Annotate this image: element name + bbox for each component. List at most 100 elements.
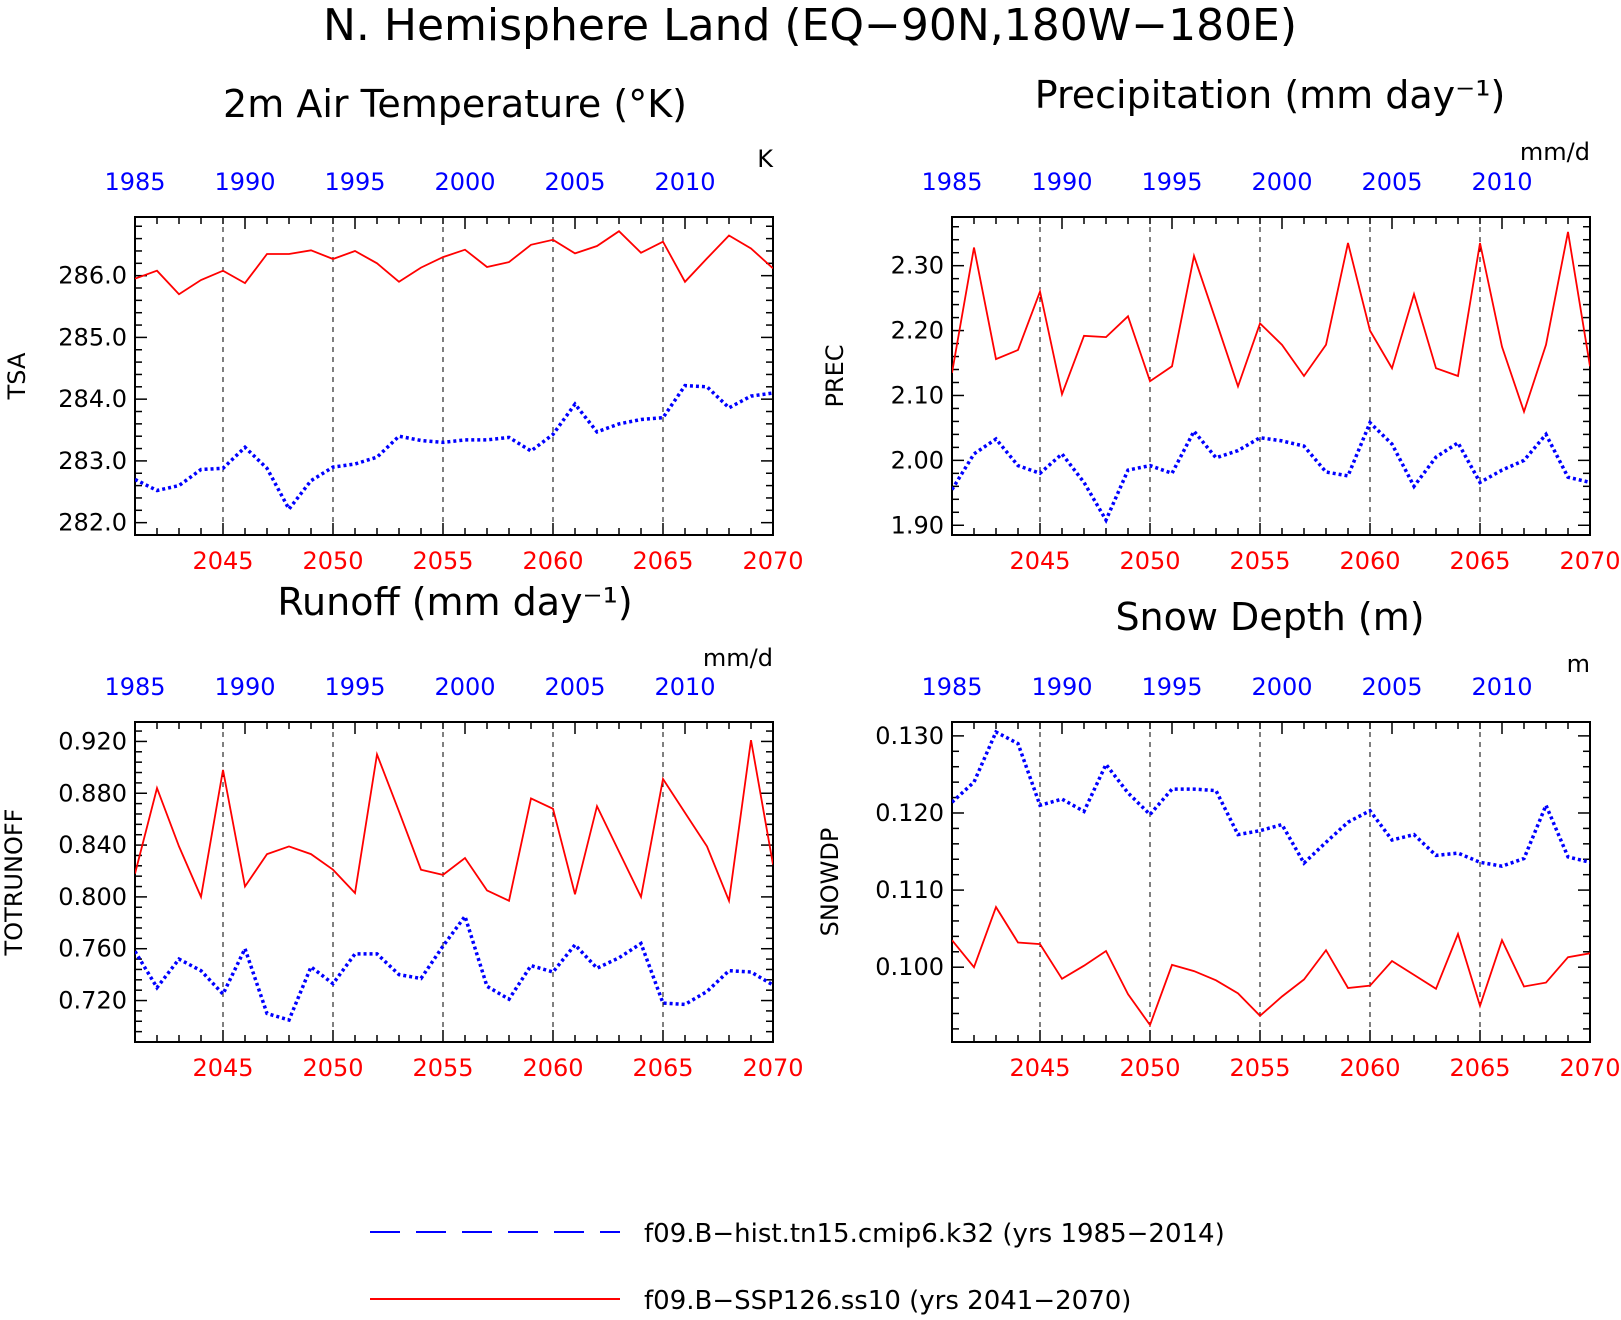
y-tick-label: 0.840 <box>58 831 127 859</box>
x-tick-label-top: 1990 <box>214 673 275 701</box>
page-title: N. Hemisphere Land (EQ−90N,180W−180E) <box>323 0 1297 51</box>
plot-frame <box>134 721 774 1043</box>
x-tick-label-bottom: 2065 <box>1449 547 1510 575</box>
x-tick-label-bottom: 2055 <box>1229 1054 1290 1082</box>
x-tick-label-bottom: 2050 <box>1119 1054 1180 1082</box>
panel-title: Precipitation (mm day⁻¹) <box>1035 73 1506 117</box>
plot-frame <box>134 216 774 536</box>
series-line-hist <box>135 383 773 513</box>
y-tick-label: 283.0 <box>58 447 127 475</box>
x-tick-label-top: 1995 <box>324 673 385 701</box>
y-tick-label: 0.130 <box>875 722 944 750</box>
x-tick-label-top: 1990 <box>1031 673 1092 701</box>
series-line-ssp <box>952 231 1590 415</box>
x-tick-label-top: 2000 <box>434 168 495 196</box>
y-tick-label: 0.100 <box>875 953 944 981</box>
x-tick-label-bottom: 2055 <box>412 547 473 575</box>
x-tick-label-top: 1990 <box>1031 168 1092 196</box>
y-axis-label: TOTRUNOFF <box>0 809 28 957</box>
x-tick-label-top: 2000 <box>434 673 495 701</box>
x-tick-label-bottom: 2045 <box>192 547 253 575</box>
y-tick-label: 2.30 <box>891 252 944 280</box>
chart-panel-2: Precipitation (mm day⁻¹) mm/d 2045 2050 2055… <box>821 73 1621 575</box>
x-tick-label-bottom: 2060 <box>522 547 583 575</box>
units-label: m <box>1567 650 1590 678</box>
y-axis-label: SNOWDP <box>816 828 844 937</box>
x-tick-label-bottom: 2065 <box>1449 1054 1510 1082</box>
plot-frame <box>951 721 1591 1043</box>
x-tick-label-bottom: 2050 <box>1119 547 1180 575</box>
x-tick-label-bottom: 2065 <box>632 1054 693 1082</box>
y-tick-label: 2.20 <box>891 317 944 345</box>
x-tick-label-bottom: 2065 <box>632 547 693 575</box>
legend: f09.B−hist.tn15.cmip6.k32 (yrs 1985−2014… <box>370 1219 1225 1316</box>
x-tick-label-top: 2010 <box>1471 168 1532 196</box>
x-tick-label-top: 1985 <box>104 673 165 701</box>
x-tick-label-bottom: 2045 <box>192 1054 253 1082</box>
chart-panel-1: 2m Air Temperature (°K) K 2045 2050 2055 2060… <box>3 82 804 575</box>
x-tick-label-top: 2010 <box>654 673 715 701</box>
chart-panel-4: Snow Depth (m) m 2045 2050 2055 2060 2065 2070 1… <box>816 595 1621 1082</box>
x-tick-label-top: 2010 <box>1471 673 1532 701</box>
x-tick-label-bottom: 2060 <box>1339 547 1400 575</box>
y-tick-label: 2.00 <box>891 446 944 474</box>
x-tick-label-top: 1995 <box>324 168 385 196</box>
legend-hist-label: f09.B−hist.tn15.cmip6.k32 (yrs 1985−2014… <box>644 1219 1225 1249</box>
x-tick-label-bottom: 2045 <box>1009 547 1070 575</box>
x-tick-label-bottom: 2060 <box>1339 1054 1400 1082</box>
y-tick-label: 284.0 <box>58 385 127 413</box>
units-label: mm/d <box>703 644 773 672</box>
y-tick-label: 286.0 <box>58 262 127 290</box>
legend-ssp-label: f09.B−SSP126.ss10 (yrs 2041−2070) <box>644 1286 1131 1316</box>
x-tick-label-top: 2005 <box>1361 168 1422 196</box>
series-line-hist <box>952 729 1590 869</box>
x-tick-label-bottom: 2070 <box>1559 547 1620 575</box>
panel-title: Snow Depth (m) <box>1115 595 1424 639</box>
x-tick-label-top: 1985 <box>921 673 982 701</box>
x-tick-label-top: 1985 <box>921 168 982 196</box>
x-tick-label-bottom: 2055 <box>412 1054 473 1082</box>
panel-title: Runoff (mm day⁻¹) <box>277 580 632 624</box>
units-label: K <box>757 145 774 173</box>
y-tick-label: 282.0 <box>58 509 127 537</box>
x-tick-label-bottom: 2070 <box>742 547 803 575</box>
x-tick-label-top: 2005 <box>544 673 605 701</box>
series-line-ssp <box>952 905 1590 1027</box>
y-tick-label: 0.800 <box>58 883 127 911</box>
x-tick-label-top: 2000 <box>1251 673 1312 701</box>
x-tick-label-bottom: 2070 <box>742 1054 803 1082</box>
chart-panel-3: Runoff (mm day⁻¹) mm/d 2045 2050 2055 2060 206… <box>0 580 804 1082</box>
series-line-ssp <box>135 230 773 296</box>
y-axis-label: PREC <box>821 344 849 407</box>
x-tick-label-bottom: 2070 <box>1559 1054 1620 1082</box>
x-tick-label-top: 2005 <box>1361 673 1422 701</box>
x-tick-label-bottom: 2060 <box>522 1054 583 1082</box>
x-tick-label-top: 1995 <box>1141 673 1202 701</box>
x-tick-label-top: 2010 <box>654 168 715 196</box>
x-tick-label-top: 2005 <box>544 168 605 196</box>
y-axis-label: TSA <box>3 352 31 400</box>
x-tick-label-top: 1985 <box>104 168 165 196</box>
y-tick-label: 0.110 <box>875 876 944 904</box>
y-tick-label: 0.880 <box>58 779 127 807</box>
x-tick-label-top: 1990 <box>214 168 275 196</box>
y-tick-label: 285.0 <box>58 323 127 351</box>
x-tick-label-bottom: 2055 <box>1229 547 1290 575</box>
x-tick-label-bottom: 2045 <box>1009 1054 1070 1082</box>
y-tick-label: 0.720 <box>58 987 127 1015</box>
x-tick-label-top: 1995 <box>1141 168 1202 196</box>
x-tick-label-top: 2000 <box>1251 168 1312 196</box>
y-tick-label: 2.10 <box>891 381 944 409</box>
y-tick-label: 0.920 <box>58 727 127 755</box>
y-tick-label: 0.120 <box>875 799 944 827</box>
series-line-hist <box>952 419 1590 524</box>
y-tick-label: 1.90 <box>891 511 944 539</box>
panel-title: 2m Air Temperature (°K) <box>223 82 687 126</box>
x-tick-label-bottom: 2050 <box>302 1054 363 1082</box>
x-tick-label-bottom: 2050 <box>302 547 363 575</box>
units-label: mm/d <box>1520 138 1590 166</box>
y-tick-label: 0.760 <box>58 935 127 963</box>
plot-frame <box>951 216 1591 536</box>
series-line-ssp <box>135 739 773 905</box>
